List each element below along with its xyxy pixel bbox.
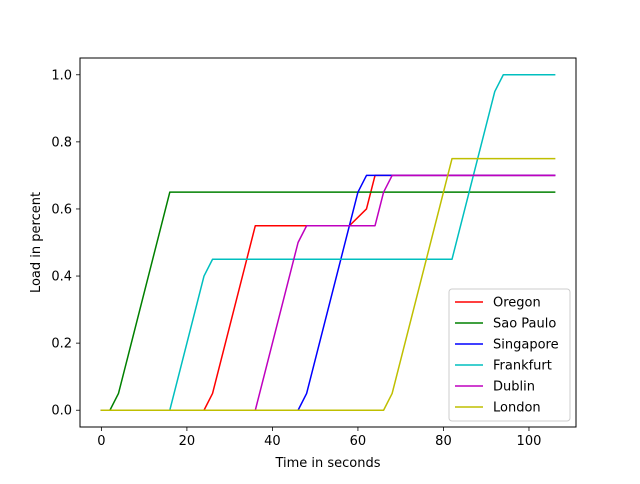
series-line-frankfurt: [100, 74, 556, 411]
x-tick-label: 20: [179, 434, 196, 449]
y-tick-label: 0.4: [51, 270, 72, 285]
y-tick-label: 0.6: [51, 202, 72, 217]
series-layer: [100, 74, 556, 411]
x-tick-label: 40: [264, 434, 281, 449]
y-tick-label: 0.2: [51, 337, 72, 352]
legend-label-sao-paulo: Sao Paulo: [493, 317, 556, 332]
y-tick-label: 1.0: [51, 68, 72, 83]
y-tick-label: 0.0: [51, 404, 72, 419]
x-axis-label: Time in seconds: [274, 456, 380, 471]
plot-frame: [79, 57, 577, 428]
ticks-layer: 0 20 40 60 80 100 0.0 0.2 0.4 0.6 0.8 1.0: [51, 68, 541, 449]
legend-label-london: London: [493, 401, 541, 416]
legend-label-dublin: Dublin: [493, 380, 535, 395]
legend: Oregon Sao Paulo Singapore Frankfurt Dublin L…: [448, 288, 571, 422]
y-axis-label: Load in percent: [29, 192, 44, 293]
legend-label-oregon: Oregon: [493, 296, 541, 311]
series-line-london: [100, 157, 556, 411]
legend-label-frankfurt: Frankfurt: [493, 359, 552, 374]
x-tick-label: 0: [97, 434, 105, 449]
x-tick-label: 60: [350, 434, 367, 449]
x-tick-label: 100: [517, 434, 542, 449]
x-tick-label: 80: [435, 434, 452, 449]
series-line-oregon: [100, 174, 556, 411]
series-line-dublin: [100, 174, 556, 411]
legend-label-singapore: Singapore: [493, 338, 559, 353]
y-tick-label: 0.8: [51, 135, 72, 150]
legend-box: [448, 288, 571, 422]
